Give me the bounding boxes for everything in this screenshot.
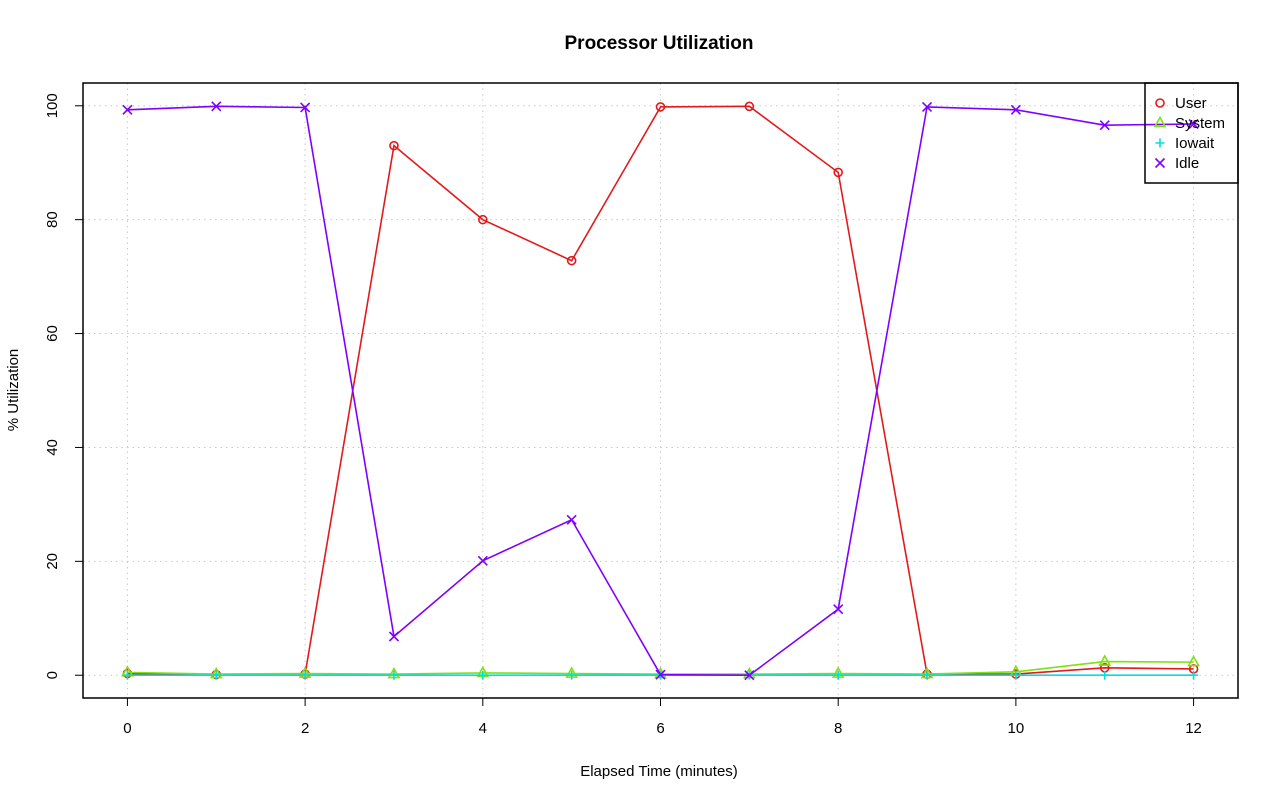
data-point-idle [122,104,133,115]
y-tick-label: 80 [44,211,61,228]
legend-label: User [1175,95,1207,112]
legend-marker-system [1153,115,1167,128]
data-point-iowait [478,670,488,680]
data-point-iowait [922,670,932,680]
data-point-iowait [1100,670,1110,680]
legend-marker-user [1155,98,1165,108]
data-point-user [744,101,755,112]
data-point-idle [1010,104,1021,115]
data-point-iowait [567,670,577,680]
y-tick-label: 100 [44,93,61,118]
series-idle [122,101,1199,681]
data-point-iowait [1189,670,1199,680]
legend-item-idle: Idle [1154,155,1199,172]
y-tick-label: 0 [44,671,61,679]
data-point-iowait [389,670,399,680]
legend-item-system: System [1153,115,1225,132]
data-point-iowait [300,670,310,680]
series-layer [121,101,1200,681]
data-point-idle [566,514,577,525]
legend-marker-iowait [1155,138,1165,148]
data-point-user [389,140,399,151]
data-point-user [833,167,843,178]
y-tick-label: 40 [44,439,61,456]
data-point-iowait [1011,670,1021,680]
data-point-iowait [211,670,221,680]
legend-label: Idle [1175,155,1199,172]
data-point-system [1098,654,1112,666]
data-point-idle [655,669,666,680]
data-point-iowait [833,670,843,680]
y-axis-label: % Utilization [5,349,22,432]
data-point-user [478,214,488,225]
x-tick-label: 2 [301,720,309,737]
data-point-user [655,102,666,112]
data-point-idle [833,604,844,615]
y-tick-label: 20 [44,553,61,570]
legend-item-user: User [1155,95,1207,112]
legend-label: Iowait [1175,135,1215,152]
x-tick-label: 10 [1008,720,1025,737]
data-point-iowait [122,670,132,680]
legend-marker-idle [1154,157,1166,169]
legend: User System Iowait Idle [1144,82,1239,184]
data-point-idle [211,101,222,112]
legend-label: System [1175,115,1225,132]
x-tick-label: 8 [834,720,842,737]
data-point-system [1187,654,1200,667]
data-point-idle [744,670,755,681]
chart-title: Processor Utilization [565,33,754,54]
x-tick-label: 12 [1185,720,1202,737]
x-axis-label: Elapsed Time (minutes) [580,763,738,780]
data-point-idle [477,555,488,566]
data-point-idle [921,101,933,112]
x-tick-label: 6 [656,720,664,737]
legend-item-iowait: Iowait [1155,135,1215,152]
data-point-user [566,255,577,266]
legend-box [1144,82,1239,184]
x-tick-label: 4 [479,720,487,737]
data-point-idle [1188,118,1199,130]
x-tick-label: 0 [123,720,131,737]
grid [83,83,1238,698]
data-point-idle [300,102,311,113]
y-tick-label: 60 [44,325,61,342]
data-point-idle [1099,120,1110,131]
data-point-idle [388,631,400,642]
axes: 0 2 4 6 8 10 12 0 20 40 60 80 100 [44,93,1202,737]
